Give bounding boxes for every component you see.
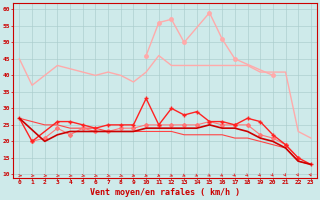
X-axis label: Vent moyen/en rafales ( km/h ): Vent moyen/en rafales ( km/h ) — [90, 188, 240, 197]
